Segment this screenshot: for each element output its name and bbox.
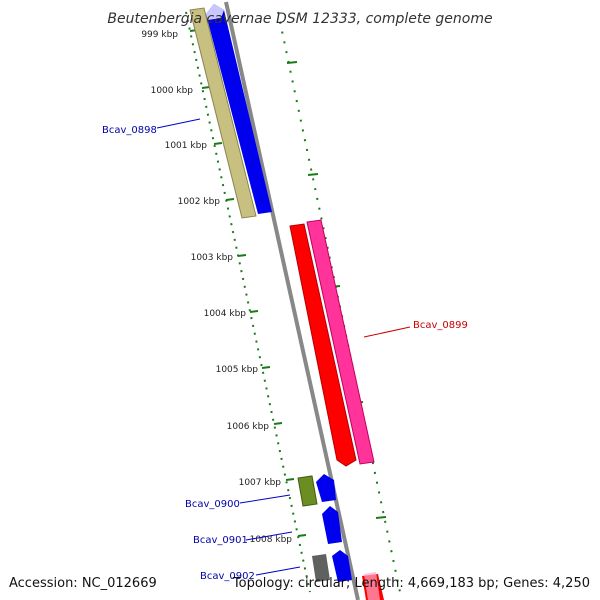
gene-feature-blue-head bbox=[206, 4, 224, 20]
gene-feature-blue-small-1 bbox=[316, 474, 336, 502]
genome-summary-text: Topology: circular; Length: 4,669,183 bp… bbox=[232, 576, 590, 591]
ruler-tick-labels: 999 kbp 1000 kbp 1001 kbp 1002 kbp 1003 … bbox=[141, 30, 292, 545]
tick-label: 1001 kbp bbox=[165, 141, 208, 151]
tick-label: 1006 kbp bbox=[227, 422, 270, 432]
tick-label: 1005 kbp bbox=[216, 365, 259, 375]
gene-feature-pink-bottom bbox=[364, 572, 380, 600]
gene-feature-blue-small-3 bbox=[332, 550, 352, 582]
tick-label: 1008 kbp bbox=[250, 535, 293, 545]
gene-label-bcav-0898[interactable]: Bcav_0898 bbox=[102, 125, 157, 136]
gene-feature-grey bbox=[312, 554, 330, 582]
gene-feature-blue-small-2 bbox=[322, 506, 342, 544]
genome-backbone bbox=[224, 1, 360, 600]
tick-label: 999 kbp bbox=[141, 30, 178, 40]
callout-bcav-0901 bbox=[245, 531, 293, 541]
callout-bcav-0902 bbox=[255, 566, 301, 576]
map-title: Beutenbergia cavernae DSM 12333, complet… bbox=[107, 11, 492, 27]
tick-label: 1003 kbp bbox=[191, 253, 234, 263]
callout-bcav-0900 bbox=[239, 494, 291, 504]
gene-feature-khaki bbox=[189, 7, 257, 219]
callout-bcav-0899 bbox=[363, 326, 411, 338]
tick-label: 1007 kbp bbox=[239, 478, 282, 488]
accession-text: Accession: NC_012669 bbox=[9, 576, 157, 591]
callout-bcav-0898 bbox=[156, 118, 201, 129]
gene-label-bcav-0902[interactable]: Bcav_0902 bbox=[200, 571, 255, 582]
gene-label-bcav-0899[interactable]: Bcav_0899 bbox=[413, 320, 468, 331]
ruler-left-dots bbox=[185, 11, 311, 593]
gene-feature-olive bbox=[297, 475, 318, 507]
tick-label: 1000 kbp bbox=[151, 86, 194, 96]
gene-label-bcav-0901[interactable]: Bcav_0901 bbox=[193, 535, 248, 546]
gene-feature-blue bbox=[206, 4, 272, 214]
tick-label: 1004 kbp bbox=[204, 309, 247, 319]
gene-feature-pink bbox=[306, 219, 375, 465]
tick-label: 1002 kbp bbox=[178, 197, 221, 207]
gene-feature-red bbox=[289, 223, 357, 467]
gene-label-bcav-0900[interactable]: Bcav_0900 bbox=[185, 499, 240, 510]
